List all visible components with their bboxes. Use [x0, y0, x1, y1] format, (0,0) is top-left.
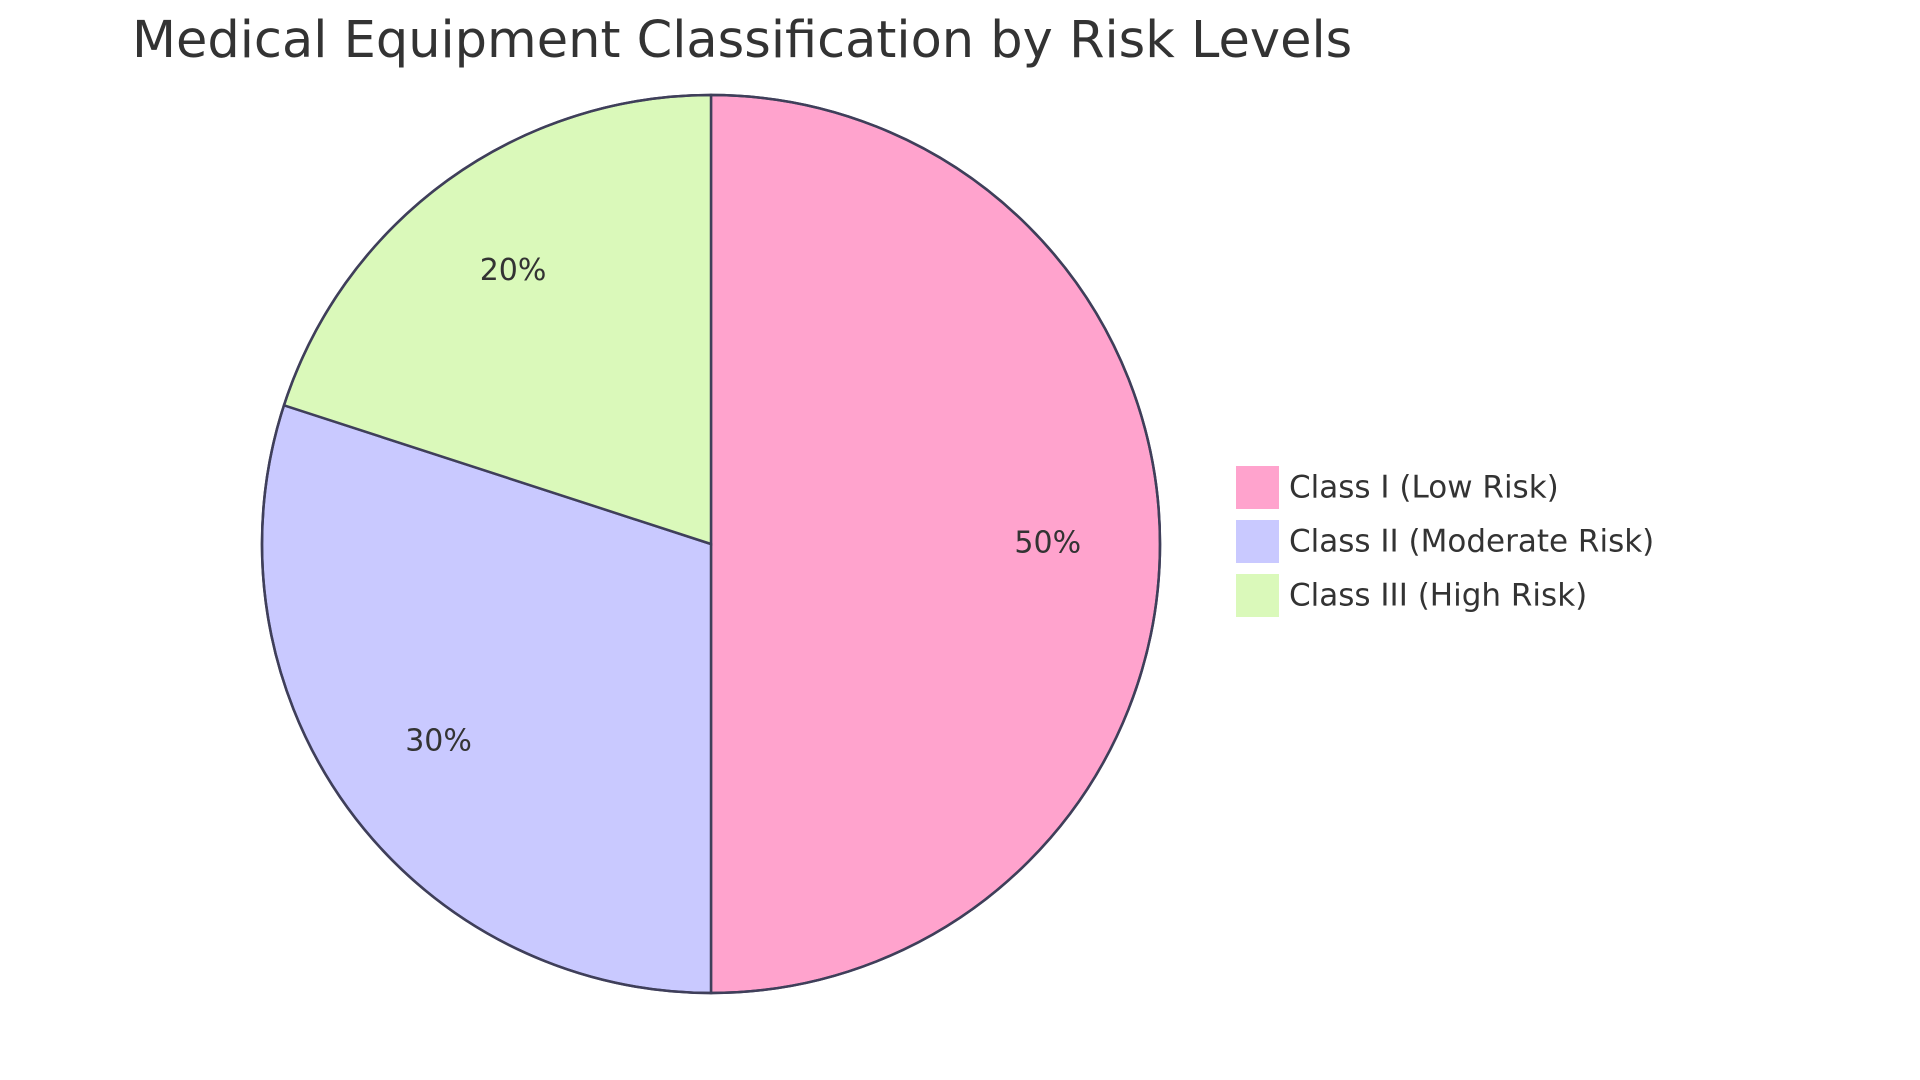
chart-title: Medical Equipment Classification by Risk…	[132, 11, 1352, 70]
legend-label: Class I (Low Risk)	[1289, 470, 1559, 506]
value-label: 50%	[1014, 526, 1081, 561]
value-label: 20%	[480, 253, 547, 288]
legend-label: Class II (Moderate Risk)	[1289, 524, 1654, 560]
legend-label: Class III (High Risk)	[1289, 578, 1587, 614]
legend-swatch	[1234, 572, 1281, 619]
value-label: 30%	[405, 723, 472, 758]
legend-swatch	[1234, 518, 1281, 565]
pie-slice	[709, 93, 1162, 995]
pie-outline	[260, 93, 1162, 995]
legend-swatch	[1234, 464, 1281, 511]
